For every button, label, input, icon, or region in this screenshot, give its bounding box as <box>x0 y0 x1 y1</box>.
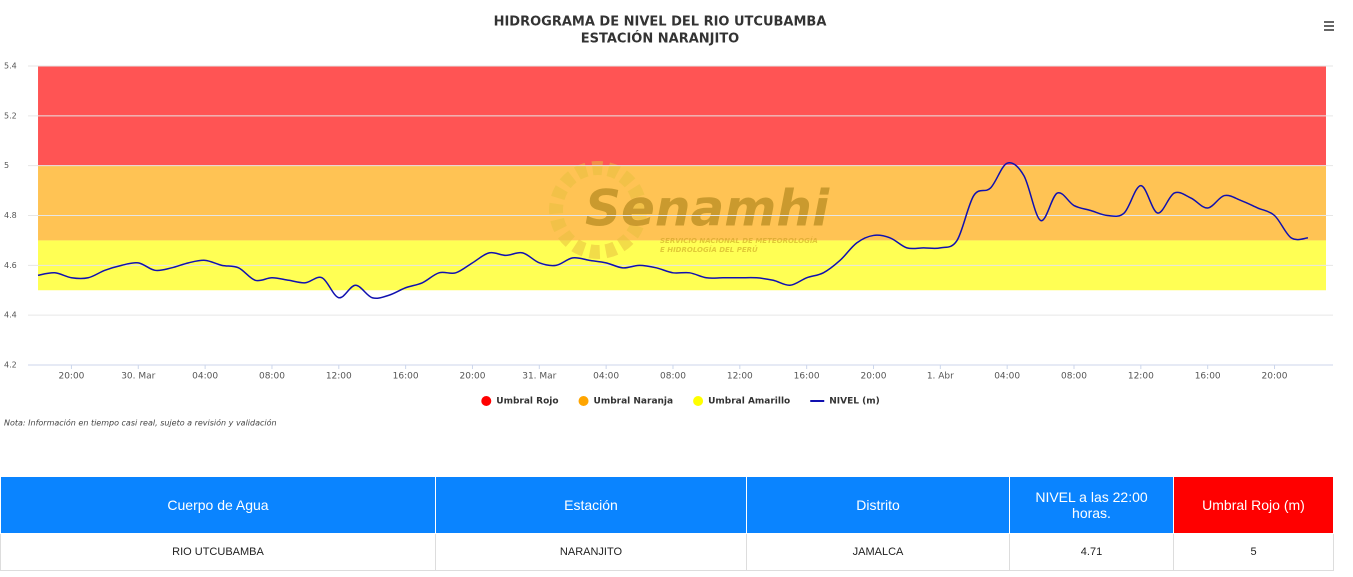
y-tick-label: 5.4 <box>4 62 17 71</box>
x-tick-label: 08:00 <box>1061 372 1087 382</box>
x-tick-label: 20:00 <box>1262 372 1288 382</box>
header-cell: Distrito <box>746 476 1010 534</box>
legend-label: Umbral Naranja <box>594 397 674 407</box>
y-tick-label: 4.4 <box>4 311 17 320</box>
x-tick-label: 04:00 <box>192 372 218 382</box>
x-tick-label: 12:00 <box>727 372 753 382</box>
legend: Umbral Rojo Umbral Naranja Umbral Amarillo… <box>481 396 880 407</box>
watermark-sun <box>549 161 647 259</box>
y-tick-label: 4.6 <box>4 261 17 270</box>
header-cell: Umbral Rojo (m) <box>1173 476 1334 534</box>
x-tick-label: 08:00 <box>660 372 686 382</box>
header-cell: Estación <box>435 476 747 534</box>
menu-button[interactable] <box>1324 21 1334 31</box>
threshold-band <box>38 165 1326 241</box>
legend-symbol <box>481 396 492 406</box>
legend-label: NIVEL (m) <box>829 397 879 407</box>
cell: RIO UTCUBAMBA <box>0 533 436 571</box>
chart-title: HIDROGRAMA DE NIVEL DEL RIO UTCUBAMBA <box>494 15 827 30</box>
header-cell: Cuerpo de Agua <box>0 476 436 534</box>
legend-label: Umbral Rojo <box>496 397 558 407</box>
legend-symbol <box>693 396 704 406</box>
x-tick-label: 20:00 <box>58 372 84 382</box>
header-cell: NIVEL a las 22:00 horas. <box>1009 476 1174 534</box>
note: Nota: Información en tiempo casi real, s… <box>4 418 277 428</box>
watermark-line: SERVICIO NACIONAL DE METEOROLOGÍA <box>660 236 818 245</box>
x-tick-label: 30. Mar <box>121 372 155 382</box>
chart-subtitle: ESTACIÓN NARANJITO <box>581 31 739 47</box>
y-tick-label: 4.8 <box>4 211 17 220</box>
y-tick-label: 5.2 <box>4 111 17 120</box>
x-tick-label: 12:00 <box>326 372 352 382</box>
x-tick-label: 04:00 <box>593 372 619 382</box>
station-table: Cuerpo de Agua Estación Distrito NIVEL a… <box>0 476 1334 571</box>
x-tick-label: 16:00 <box>794 372 820 382</box>
x-tick-label: 16:00 <box>1195 372 1221 382</box>
cell: JAMALCA <box>746 533 1010 571</box>
level-line <box>37 161 1309 300</box>
x-tick-label: 1. Abr <box>927 372 954 382</box>
cell: NARANJITO <box>435 533 747 571</box>
cell: 4.71 <box>1009 533 1174 571</box>
x-tick-label: 08:00 <box>259 372 285 382</box>
x-tick-label: 16:00 <box>393 372 419 382</box>
x-tick-label: 20:00 <box>861 372 887 382</box>
watermark-name: Senamhi <box>585 180 830 238</box>
x-tick-label: 20:00 <box>459 372 485 382</box>
x-tick-label: 31. Mar <box>522 372 556 382</box>
y-tick-label: 5 <box>4 161 9 170</box>
y-tick-label: 4.2 <box>4 361 17 370</box>
chart: HIDROGRAMA DE NIVEL DEL RIO UTCUBAMBA ES… <box>4 15 1334 428</box>
watermark-line: E HIDROLOGÍA DEL PERÚ <box>660 245 758 254</box>
legend-symbol <box>578 396 589 406</box>
x-tick-label: 12:00 <box>1128 372 1154 382</box>
legend-label: Umbral Amarillo <box>708 397 790 407</box>
cell: 5 <box>1173 533 1334 571</box>
x-tick-label: 04:00 <box>994 372 1020 382</box>
